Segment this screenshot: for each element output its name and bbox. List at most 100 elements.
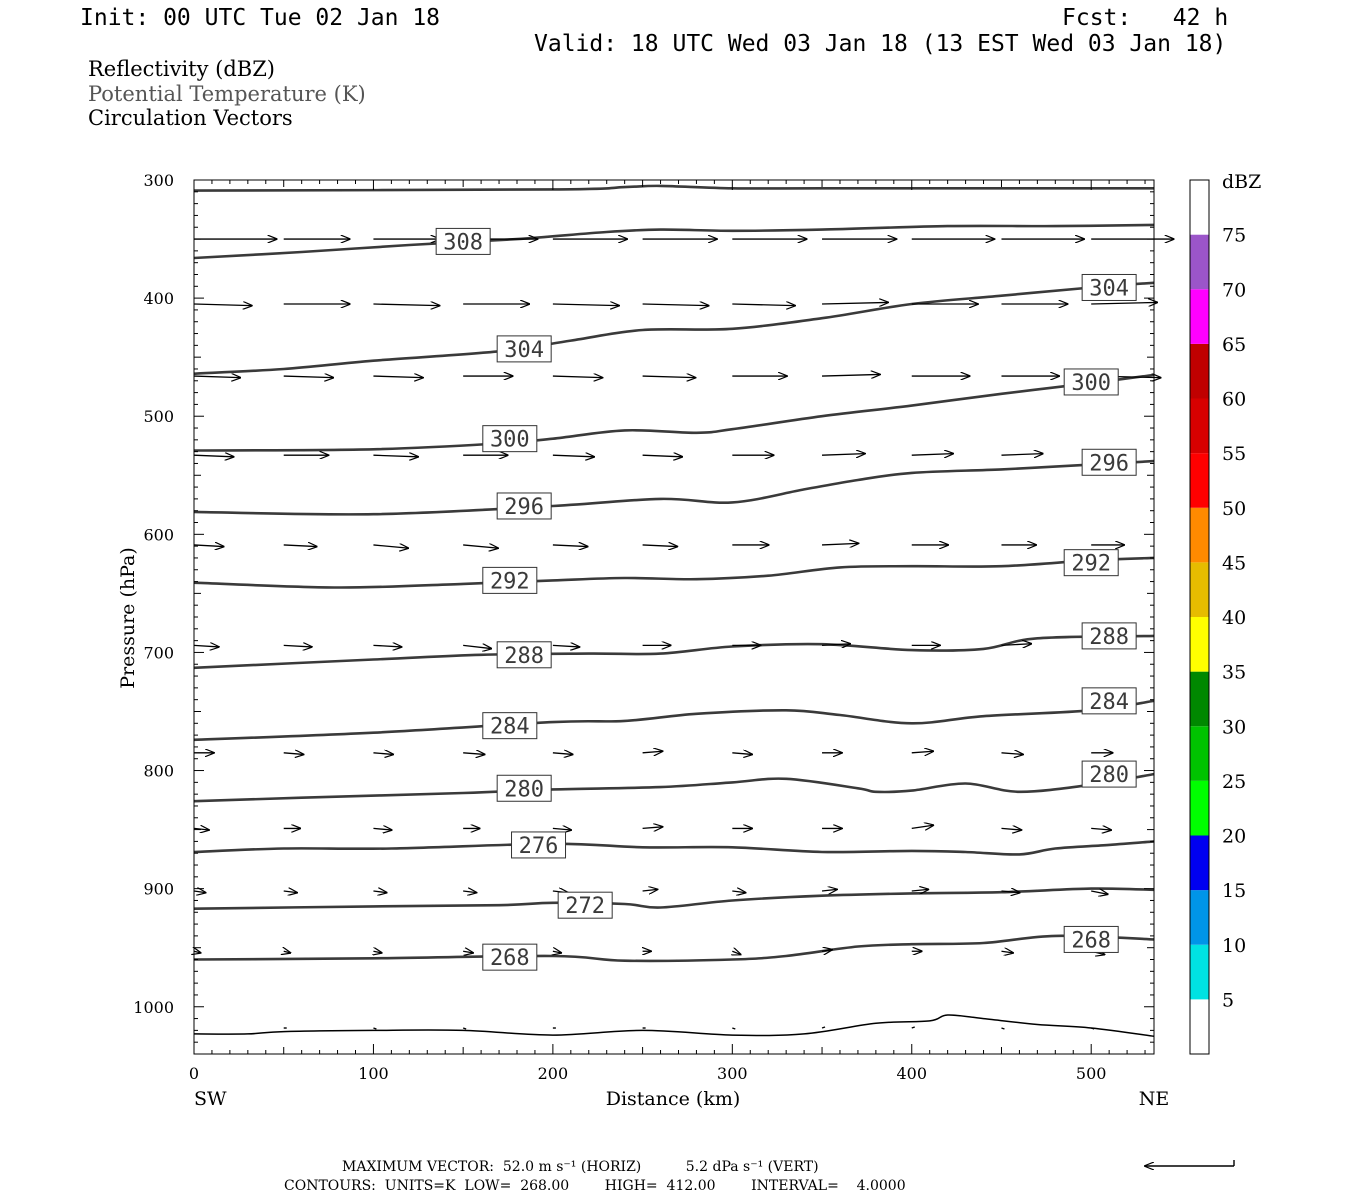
circulation-vector xyxy=(283,545,317,547)
circulation-vector xyxy=(1001,454,1042,456)
y-tick-label: 400 xyxy=(143,289,174,308)
contour-label-text: 284 xyxy=(490,715,530,740)
contour-label-276: 276 xyxy=(511,831,567,859)
x-tick-label: 200 xyxy=(538,1064,569,1083)
theta-contour-312 xyxy=(193,184,1154,192)
circulation-vector xyxy=(463,891,476,893)
circulation-vector xyxy=(284,951,291,953)
circulation-vector xyxy=(732,304,795,306)
init-time: Init: 00 UTC Tue 02 Jan 18 xyxy=(80,5,441,31)
y-tick-label: 500 xyxy=(143,407,174,426)
colorbar-segment xyxy=(1190,180,1209,235)
legend-potential-temperature: Potential Temperature (K) xyxy=(88,82,366,106)
circulation-vector xyxy=(463,545,498,548)
circulation-vector xyxy=(732,951,740,954)
circulation-vector xyxy=(552,455,594,457)
contour-label-text: 272 xyxy=(565,894,605,919)
x-axis-title: Distance (km) xyxy=(606,1088,741,1110)
y-tick-label: 600 xyxy=(143,525,174,544)
circulation-vector xyxy=(822,454,865,456)
colorbar-segment xyxy=(1190,617,1209,672)
circulation-vector xyxy=(642,304,709,306)
contour-label-text: 304 xyxy=(504,338,544,363)
contour-label-text: 288 xyxy=(1089,625,1129,650)
circulation-vector xyxy=(1001,828,1021,830)
theta-contour-304 xyxy=(193,281,1155,375)
colorbar-label: 50 xyxy=(1222,498,1246,520)
theta-contour-288 xyxy=(193,634,1155,670)
circulation-vector xyxy=(193,545,224,547)
circulation-vector xyxy=(1001,891,1019,893)
colorbar-label: 40 xyxy=(1222,607,1246,629)
circulation-vector xyxy=(283,753,304,755)
contour-label-268: 268 xyxy=(1063,925,1119,953)
circulation-vector xyxy=(822,543,858,545)
circulation-vector xyxy=(642,376,696,378)
colorbar-label: 5 xyxy=(1222,989,1234,1011)
colorbar-unit: dBZ xyxy=(1222,171,1261,193)
contour-label-text: 300 xyxy=(1071,371,1111,396)
circulation-vector xyxy=(373,1027,377,1030)
contour-label-300: 300 xyxy=(1063,368,1119,396)
colorbar-segment xyxy=(1190,890,1209,945)
contour-label-text: 308 xyxy=(443,230,483,255)
colorbar-segment xyxy=(1190,453,1209,508)
x-tick-label: 100 xyxy=(358,1064,389,1083)
circulation-vector xyxy=(193,645,219,647)
circulation-vector xyxy=(283,376,334,378)
circulation-vector xyxy=(373,455,418,457)
y-tick-label: 900 xyxy=(143,880,174,899)
colorbar-label: 15 xyxy=(1222,880,1246,902)
colorbar-label: 45 xyxy=(1222,552,1246,574)
contour-label-284: 284 xyxy=(1081,687,1137,715)
colorbar-segment xyxy=(1190,343,1209,399)
contour-label-text: 280 xyxy=(1089,763,1129,788)
circulation-vector xyxy=(732,891,745,893)
x-end-label-left: SW xyxy=(194,1088,227,1110)
contour-label-text: 292 xyxy=(490,569,530,594)
circulation-vector xyxy=(1091,891,1108,894)
colorbar-label: 25 xyxy=(1222,771,1246,793)
colorbar-segment xyxy=(1190,289,1209,344)
circulation-vector xyxy=(732,1027,736,1030)
circulation-vector xyxy=(911,889,929,891)
contour-label-text: 268 xyxy=(1071,928,1111,953)
circulation-vector xyxy=(1001,951,1013,953)
max-vector-note: MAXIMUM VECTOR: 52.0 m s⁻¹ (HORIZ) 5.2 d… xyxy=(342,1159,819,1175)
colorbar-segment xyxy=(1190,835,1209,891)
contour-label-text: 280 xyxy=(504,777,544,802)
contour-label-288: 288 xyxy=(496,641,552,669)
colorbar-label: 75 xyxy=(1222,225,1246,247)
circulation-vector xyxy=(552,304,619,306)
circulation-vector xyxy=(193,455,234,457)
colorbar-label: 20 xyxy=(1222,826,1246,848)
circulation-vector xyxy=(1001,753,1022,755)
circulation-vector xyxy=(373,545,408,548)
circulation-vector xyxy=(1091,302,1157,304)
theta-contour-300 xyxy=(193,373,1155,452)
theta-contour-284 xyxy=(193,699,1155,742)
circulation-vector xyxy=(821,950,832,952)
circulation-vector xyxy=(642,827,663,829)
circulation-vector xyxy=(911,751,933,753)
contour-label-text: 276 xyxy=(519,834,559,859)
contour-label-text: 296 xyxy=(1089,451,1129,476)
y-axis-title: Pressure (hPa) xyxy=(117,547,139,689)
circulation-vector xyxy=(642,889,658,891)
colorbar-segment xyxy=(1190,726,1209,781)
circulation-vector xyxy=(193,828,209,830)
circulation-vector xyxy=(283,645,312,647)
circulation-vector xyxy=(373,753,393,755)
contour-label-296: 296 xyxy=(496,492,552,520)
circulation-vector xyxy=(642,455,683,457)
circulation-vector xyxy=(463,753,484,755)
y-tick-label: 700 xyxy=(143,643,174,662)
forecast-hour: Fcst: 42 h xyxy=(1062,5,1229,31)
legend-reflectivity: Reflectivity (dBZ) xyxy=(88,57,276,81)
contour-label-296: 296 xyxy=(1081,448,1137,476)
circulation-vector xyxy=(821,889,837,891)
theta-contour-272 xyxy=(193,887,1155,910)
circulation-vector xyxy=(373,304,439,306)
colorbar-label: 55 xyxy=(1222,443,1246,465)
